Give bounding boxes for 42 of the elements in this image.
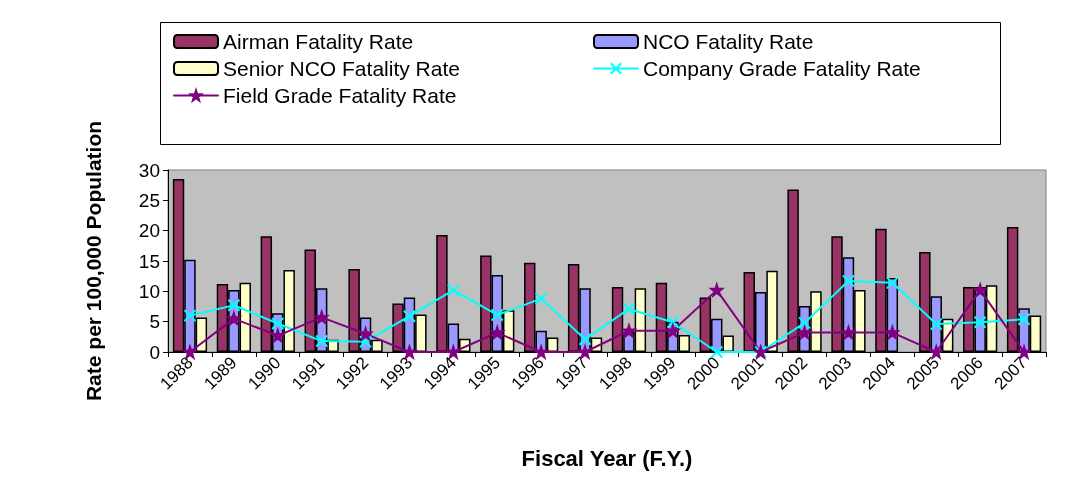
point	[841, 326, 855, 340]
point	[359, 327, 373, 341]
y-tick-label: 15	[138, 250, 160, 272]
point	[402, 309, 416, 323]
point	[578, 332, 592, 346]
x-axis-title: Fiscal Year (F.Y.)	[521, 445, 693, 471]
legend-label: Airman Fatality Rate	[223, 30, 414, 53]
legend-label: Senior NCO Fatality Rate	[223, 57, 460, 80]
point	[973, 315, 987, 329]
point	[534, 292, 548, 306]
legend-label: Field Grade Fatality Rate	[223, 84, 457, 107]
point	[710, 345, 724, 359]
y-tick-label: 0	[149, 341, 160, 363]
point	[929, 317, 943, 331]
point	[490, 308, 504, 322]
point	[183, 309, 197, 323]
y-tick-label: 5	[149, 311, 160, 333]
y-tick-label: 25	[138, 189, 160, 211]
point	[227, 298, 241, 312]
point	[885, 326, 899, 340]
y-tick-label: 10	[138, 280, 160, 302]
point	[622, 302, 636, 316]
point	[490, 326, 504, 340]
point	[315, 334, 329, 348]
y-tick-label: 20	[138, 220, 160, 242]
point	[1017, 312, 1031, 326]
point	[666, 315, 680, 329]
point	[446, 283, 460, 297]
legend-label: NCO Fatality Rate	[643, 30, 814, 53]
point	[359, 335, 373, 349]
point	[666, 324, 680, 338]
y-axis-title: Rate per 100,000 Population	[81, 120, 105, 402]
legend-label: Company Grade Fatality Rate	[643, 57, 921, 80]
point	[271, 329, 285, 343]
point	[534, 345, 548, 359]
point	[841, 274, 855, 288]
point	[885, 276, 899, 290]
y-tick-label: 30	[138, 159, 160, 181]
point	[798, 316, 812, 330]
point	[271, 316, 285, 330]
point	[227, 312, 241, 326]
point	[798, 326, 812, 340]
